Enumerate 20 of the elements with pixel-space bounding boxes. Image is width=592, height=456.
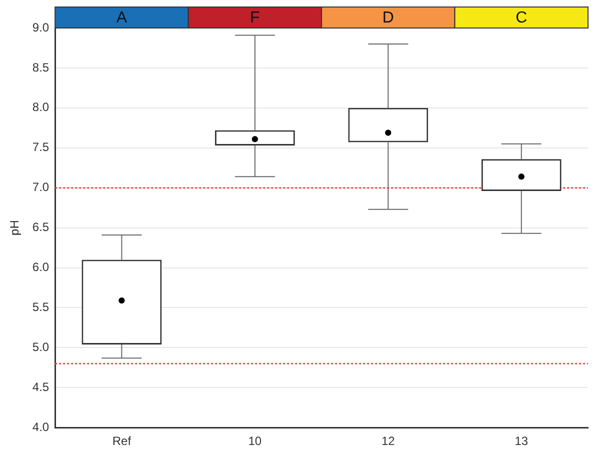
y-tick-label: 5.0 xyxy=(32,340,50,354)
y-tick-label: 4.0 xyxy=(32,420,50,434)
y-axis-title: pH xyxy=(8,220,22,236)
y-tick-label: 6.0 xyxy=(32,260,50,274)
x-tick-label: 12 xyxy=(381,434,396,448)
y-tick-label: 8.5 xyxy=(32,60,50,74)
y-tick-label: 6.5 xyxy=(32,220,50,234)
y-tick-label: 8.0 xyxy=(32,100,50,114)
y-tick-label: 7.5 xyxy=(32,140,50,154)
text: F xyxy=(250,9,260,26)
y-tick-label: 7.0 xyxy=(32,180,50,194)
y-tick-label: 4.5 xyxy=(32,380,50,394)
y-tick-label: 9.0 xyxy=(32,20,50,34)
x-tick-label: Ref xyxy=(112,434,132,448)
text: A xyxy=(116,9,128,26)
text: C xyxy=(516,9,528,26)
y-tick-label: 5.5 xyxy=(32,300,50,314)
x-tick-label: 10 xyxy=(248,434,262,448)
text: D xyxy=(382,9,394,26)
x-tick-label: 13 xyxy=(514,434,528,448)
